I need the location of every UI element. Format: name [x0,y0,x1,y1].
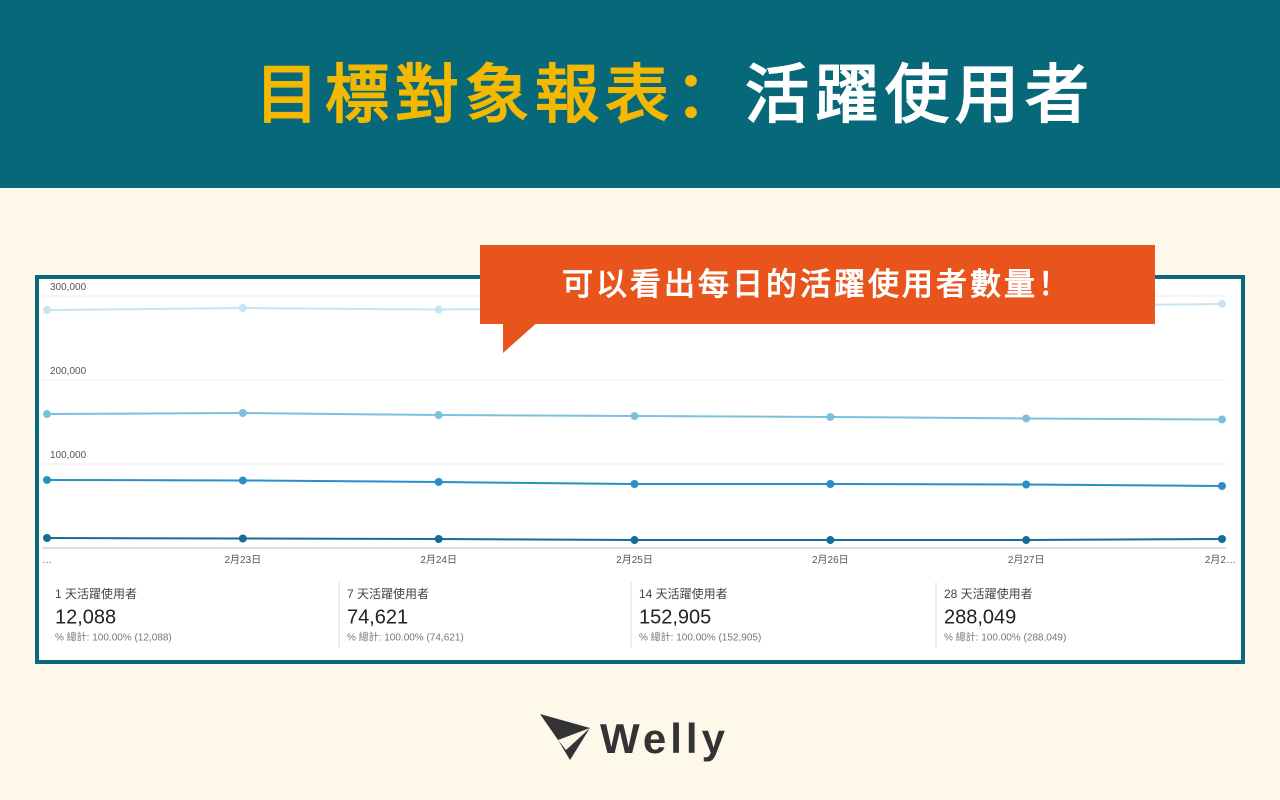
data-point [1022,536,1031,545]
plot: 100,000 200,000 300,000 … 2月23日 2月24日 2月25日 2月2… [42,282,1236,566]
summary-value: 12,088 [55,606,116,628]
summary-note: % 總計: 100.00% (12,088) [55,631,172,644]
data-point [434,305,443,314]
summary-note: % 總計: 100.00% (288,049) [944,631,1066,644]
data-point [630,536,639,545]
data-point [1218,299,1226,308]
summary-note: % 總計: 100.00% (74,621) [347,631,464,644]
header-title: 目標對象報表：活躍使用者 [255,59,1095,131]
x-tick-label: 2月26日 [812,554,849,566]
data-point [434,477,443,486]
logo-icon [540,714,590,760]
callout-text: 可以看出每日的活躍使用者數量！ [562,267,1072,302]
data-point [1218,415,1226,424]
data-point [826,479,835,488]
data-point [238,409,247,418]
x-tick-label: 2月24日 [420,554,457,566]
data-point [1022,480,1031,489]
data-point [826,412,835,421]
data-point [630,412,639,421]
x-tick-label: … [42,555,52,566]
data-point [826,536,835,545]
y-tick-label: 300,000 [50,282,87,293]
data-point [434,411,443,420]
callout-tail [503,320,540,353]
title-highlight: 目標對象報表： [255,59,745,131]
summary-value: 152,905 [639,606,711,628]
summary-label: 7 天活躍使用者 [347,586,429,601]
summary-note: % 總計: 100.00% (152,905) [639,631,761,644]
x-tick-label: 2月27日 [1008,554,1045,566]
summary: 1 天活躍使用者 12,088 % 總計: 100.00% (12,088) 7 天活… [55,582,1066,648]
title-rest: 活躍使用者 [745,59,1095,131]
summary-label: 14 天活躍使用者 [639,586,728,601]
data-point [1022,414,1031,423]
data-point [238,304,247,313]
data-point [238,534,247,543]
data-point [43,534,51,543]
x-tick-label: 2月25日 [616,554,653,566]
header-band [0,0,1280,188]
y-tick-label: 200,000 [50,366,87,377]
data-point [43,306,51,315]
x-tick-label: 2月23日 [224,554,261,566]
data-point [43,410,51,419]
chart-frame [35,275,1245,664]
summary-label: 1 天活躍使用者 [55,586,137,601]
summary-value: 288,049 [944,606,1016,628]
logo: Welly [540,714,729,762]
y-tick-label: 100,000 [50,450,87,461]
x-tick-label: 2月2… [1205,554,1236,566]
summary-label: 28 天活躍使用者 [944,586,1033,601]
data-point [434,535,443,544]
data-point [43,475,51,484]
summary-value: 74,621 [347,606,408,628]
callout-box [480,245,1155,324]
data-point [630,479,639,488]
logo-icon-fold [558,728,590,750]
data-point [238,476,247,485]
data-point [1218,482,1226,491]
logo-text: Welly [600,715,729,762]
data-point [1218,535,1226,544]
